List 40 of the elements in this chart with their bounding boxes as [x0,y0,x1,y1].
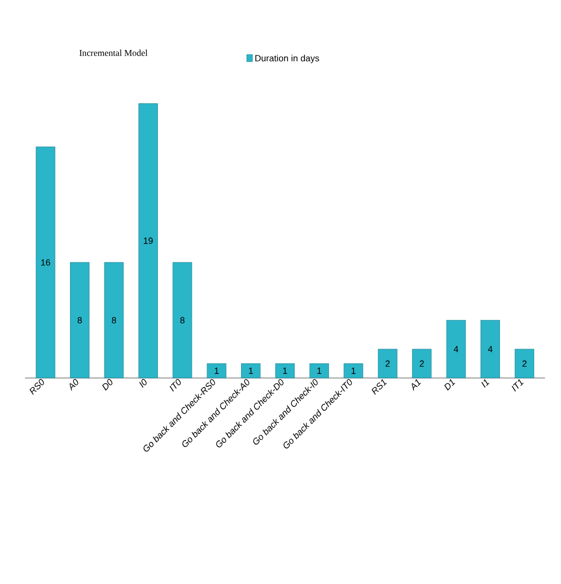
data-label: 8 [78,317,82,324]
x-tick-label: I0 [139,378,147,388]
data-label: 1 [352,368,356,374]
bar [378,348,398,378]
data-label: 2 [420,360,424,367]
x-tick-label: I1 [481,379,490,388]
x-tick-label: A0 [70,378,78,391]
bar [70,262,90,378]
x-tick-label: D0 [102,378,112,391]
data-label: 8 [112,317,116,324]
bar [138,103,158,378]
data-label: 4 [488,346,492,352]
bar [275,363,295,378]
bar [36,146,56,378]
bar [172,262,192,378]
data-label: 4 [454,346,458,352]
bar [446,320,466,378]
data-label: 1 [317,368,322,374]
data-label: 8 [180,317,184,324]
x-tick-label: D1 [444,379,456,391]
x-tick-label: IT0 [170,378,181,392]
data-label: 2 [522,360,527,367]
chart-title: Incremental Model [79,50,148,56]
data-label: 19 [144,238,153,244]
bar [412,348,432,378]
data-label: 1 [214,368,219,374]
bar [206,363,226,378]
data-label: 1 [248,368,253,374]
bar [480,320,500,378]
bar [241,363,260,378]
legend-label: Duration in days [255,54,320,64]
x-tick-label: IT1 [512,379,524,392]
data-label: 1 [283,368,288,374]
bar [310,363,329,378]
bar [344,363,364,378]
data-label: 16 [41,259,50,266]
bar [514,348,534,378]
data-label: 2 [386,360,390,367]
x-tick-label: A1 [412,379,421,391]
bar [104,262,124,378]
